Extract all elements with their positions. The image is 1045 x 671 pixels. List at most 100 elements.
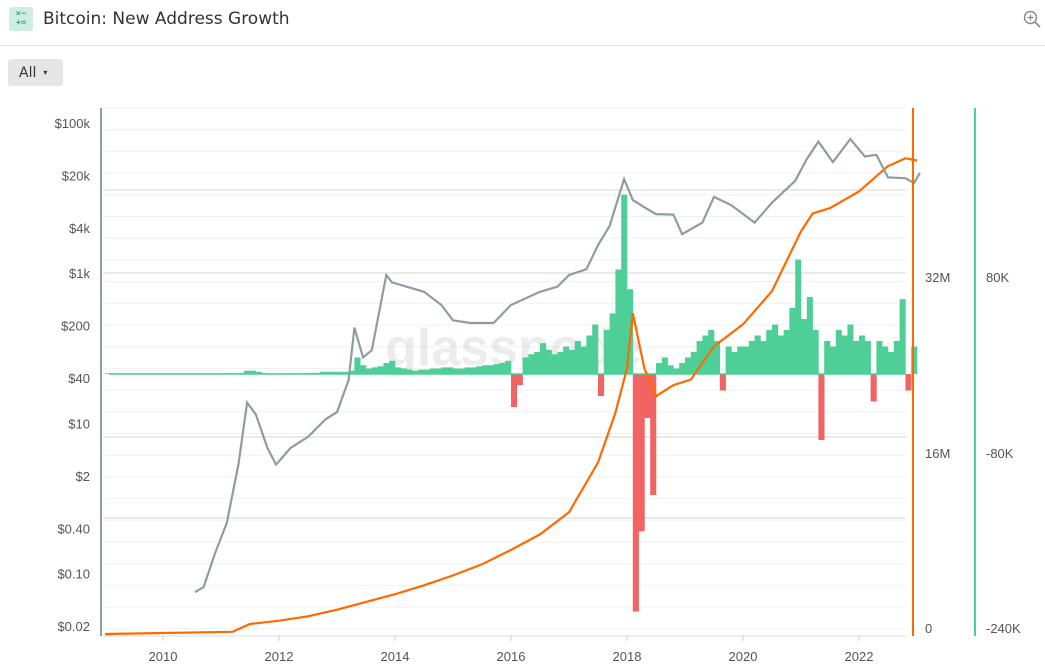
growth-bar-positive	[835, 330, 842, 374]
growth-bar-positive	[853, 341, 860, 374]
growth-bar-positive	[893, 341, 900, 374]
growth-bar-positive	[673, 368, 680, 374]
growth-bar-positive	[476, 366, 483, 374]
growth-bar-positive	[615, 269, 622, 374]
growth-bar-positive	[702, 335, 709, 374]
orange-axis-tick-label: 0	[925, 621, 932, 636]
growth-bar-negative	[650, 374, 657, 495]
growth-bar-positive	[453, 368, 460, 374]
growth-bar-positive	[731, 352, 738, 374]
growth-bar-positive	[360, 365, 367, 374]
left-tick-label: $0.10	[57, 567, 90, 582]
left-tick-label: $1k	[69, 266, 90, 281]
growth-bar-positive	[551, 354, 558, 374]
growth-bar-positive	[337, 371, 344, 374]
left-tick-label: $0.40	[57, 521, 90, 536]
growth-bar-positive	[812, 330, 819, 374]
growth-bar-negative	[632, 374, 639, 612]
growth-bar-positive	[400, 368, 407, 374]
growth-bar-positive	[725, 346, 732, 374]
growth-bar-positive	[609, 313, 616, 374]
growth-bar-positive	[685, 357, 692, 374]
chart-header: ×− += Bitcoin: New Address Growth	[0, 0, 1045, 46]
growth-bar-positive	[824, 341, 831, 374]
gridlines	[103, 107, 906, 630]
growth-bar-positive	[441, 367, 448, 374]
x-tick-label: 2020	[729, 649, 758, 664]
growth-bar-positive	[714, 341, 721, 374]
growth-bar-negative	[511, 374, 518, 407]
growth-bar-positive	[737, 346, 744, 374]
green-axis-tick-label: -240K	[986, 621, 1021, 636]
growth-bar-positive	[899, 299, 906, 374]
left-tick-label: $2	[76, 469, 90, 484]
growth-bar-positive	[383, 363, 390, 374]
x-tick-label: 2018	[613, 649, 642, 664]
growth-bar-positive	[499, 363, 506, 374]
growth-bar-positive	[760, 341, 767, 374]
growth-bar-negative	[516, 374, 523, 385]
growth-bar-positive	[429, 368, 436, 374]
range-select[interactable]: All ▾	[8, 59, 63, 86]
growth-bar-positive	[777, 335, 784, 374]
caret-down-icon: ▾	[43, 68, 48, 77]
growth-bar-positive	[806, 297, 813, 374]
growth-bar-positive	[679, 363, 686, 374]
growth-bar-positive	[586, 335, 593, 374]
growth-bar-positive	[766, 330, 773, 374]
growth-bar-positive	[389, 360, 396, 374]
growth-bar-positive	[882, 346, 889, 374]
growth-bar-positive	[569, 349, 576, 374]
growth-bar-positive	[540, 343, 547, 374]
growth-bar-positive	[447, 367, 454, 374]
left-tick-label: $10	[68, 416, 90, 431]
growth-bar-positive	[621, 194, 628, 374]
growth-bar-positive	[574, 341, 581, 374]
growth-bar-positive	[371, 367, 378, 374]
growth-bar-positive	[342, 371, 349, 374]
x-tick-label: 2012	[265, 649, 294, 664]
growth-bar-positive	[435, 368, 442, 374]
zoom-in-icon[interactable]	[1022, 9, 1042, 29]
growth-bar-positive	[557, 352, 564, 374]
growth-bar-positive	[754, 335, 761, 374]
addresses-line	[104, 157, 918, 636]
growth-bar-positive	[325, 371, 332, 374]
left-tick-label: $40	[68, 371, 90, 386]
growth-bar-positive	[348, 370, 355, 374]
growth-bar-positive	[545, 349, 552, 374]
green-axis-tick-label: -80K	[986, 446, 1014, 461]
growth-bar-positive	[395, 367, 402, 374]
growth-bar-positive	[876, 341, 883, 374]
growth-bar-positive	[505, 360, 512, 374]
growth-bar-positive	[250, 370, 257, 374]
x-tick-label: 2016	[497, 649, 526, 664]
growth-bar-positive	[661, 357, 668, 374]
growth-bar-positive	[528, 354, 535, 374]
growth-bar-positive	[493, 364, 500, 374]
growth-bar-positive	[841, 335, 848, 374]
growth-bar-positive	[406, 369, 413, 374]
growth-bar-positive	[563, 346, 570, 374]
growth-bar-positive	[888, 352, 895, 374]
growth-bar-positive	[690, 352, 697, 374]
growth-bar-positive	[534, 352, 541, 374]
growth-bar-positive	[667, 365, 674, 374]
growth-bar-positive	[795, 259, 802, 374]
growth-bar-positive	[424, 369, 431, 374]
left-tick-label: $4k	[69, 221, 90, 236]
growth-bar-negative	[870, 374, 877, 402]
x-tick-label: 2022	[845, 649, 874, 664]
growth-bar-positive	[592, 324, 599, 374]
growth-bar-positive	[656, 363, 663, 374]
growth-bar-positive	[244, 370, 251, 374]
growth-bar-positive	[789, 308, 796, 374]
growth-bar-positive	[522, 357, 529, 374]
growth-bar-positive	[830, 346, 837, 374]
orange-axis-tick-label: 32M	[925, 270, 950, 285]
growth-bar-positive	[859, 335, 866, 374]
x-tick-label: 2010	[149, 649, 178, 664]
growth-bar-positive	[772, 324, 779, 374]
growth-bar-positive	[783, 330, 790, 374]
